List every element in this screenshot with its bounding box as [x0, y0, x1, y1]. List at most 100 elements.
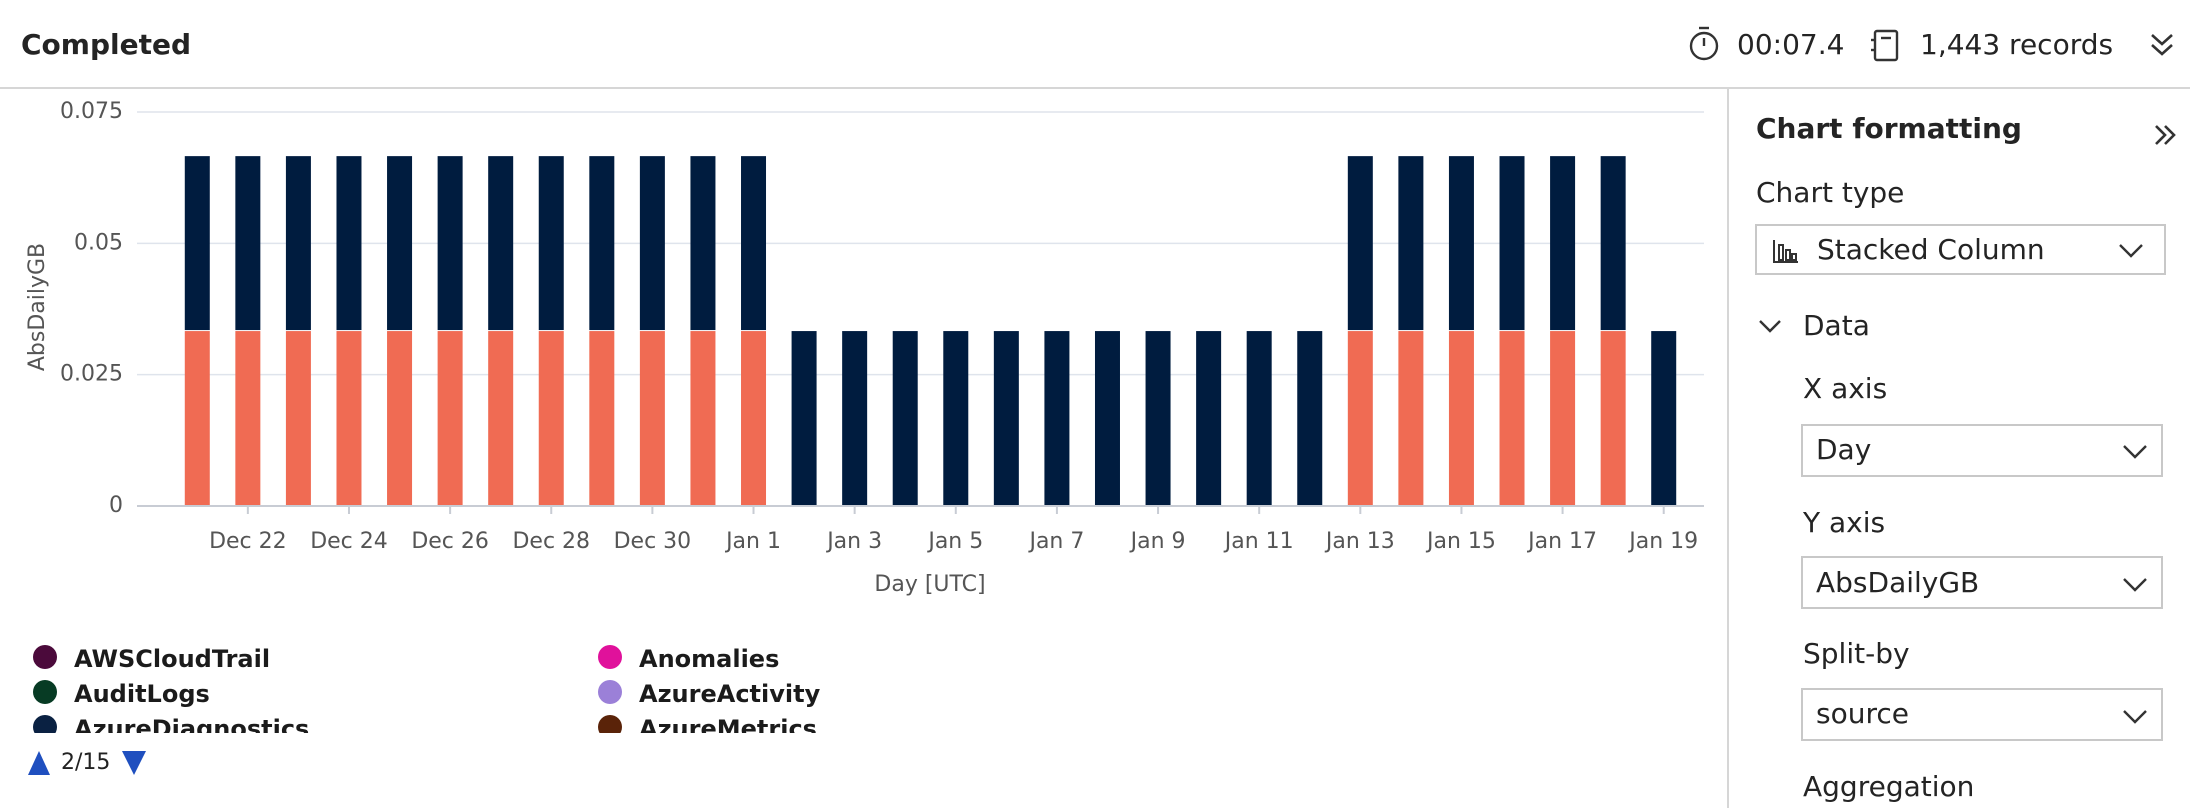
bar-segment [1499, 156, 1525, 331]
header [0, 0, 2190, 88]
bar-segment [690, 331, 716, 505]
bar-segment [690, 156, 716, 331]
y-tick-label: 0.075 [60, 99, 123, 124]
y-axis-title: AbsDailyGB [25, 243, 50, 371]
bar-segment [1398, 156, 1424, 331]
bar-segment [892, 331, 918, 505]
x-tick-label: Jan 17 [1526, 529, 1597, 554]
bar-segment [1297, 331, 1323, 505]
chart-type-dropdown[interactable] [1755, 224, 2166, 275]
bar-segment [1347, 331, 1373, 505]
legend-swatch [598, 680, 622, 704]
chevron [2123, 578, 2147, 592]
split-value: source [1816, 697, 1909, 730]
split-dropdown[interactable] [1801, 688, 2163, 741]
x-tick-label: Jan 3 [825, 529, 882, 554]
legend-swatch [598, 715, 622, 733]
legend-label: AWSCloudTrail [74, 645, 270, 673]
x-tick-label: Jan 11 [1223, 529, 1294, 554]
legend-swatch [33, 715, 57, 733]
collapse-button[interactable] [2155, 125, 2176, 145]
legend-next[interactable] [122, 751, 146, 775]
x-tick-label: Dec 22 [209, 529, 287, 554]
bar-segment [1145, 331, 1171, 505]
duration: 00:07.4 [1737, 28, 1844, 61]
bar-segment [235, 331, 261, 505]
legend-prev[interactable] [28, 751, 50, 775]
legend-label: AzureMetrics [639, 715, 817, 743]
bar-segment [589, 331, 615, 505]
legend-swatch [33, 680, 57, 704]
bar-segment [285, 156, 311, 331]
x-axis-value: Day [1816, 433, 1871, 466]
bar-segment [538, 331, 564, 505]
bar-segment [1600, 156, 1626, 331]
records-icon [1871, 29, 1899, 62]
x-tick-label: Jan 19 [1627, 529, 1698, 554]
chevron [2123, 445, 2147, 459]
bar-segment [943, 331, 969, 505]
expand-button[interactable] [2151, 34, 2173, 56]
legend-label: AzureActivity [639, 680, 821, 708]
bar-segment [639, 156, 665, 331]
bar-segment [1600, 331, 1626, 505]
bar-segment [538, 156, 564, 331]
bar-segment [993, 331, 1019, 505]
aggregation-label: Aggregation [1803, 770, 1974, 803]
bar-segment [1550, 331, 1576, 505]
chevron [2119, 244, 2143, 258]
bar-segment [1448, 156, 1474, 331]
bar-segment [1550, 156, 1576, 331]
bar-segment [488, 156, 514, 331]
bar-segment [1347, 156, 1373, 331]
panel-title: Chart formatting [1756, 112, 2022, 145]
bar-segment [741, 331, 767, 505]
legend-swatch [598, 645, 622, 669]
x-tick-label: Dec 24 [310, 529, 388, 554]
bar-segment [387, 331, 413, 505]
bar-segment [1499, 331, 1525, 505]
legend-label: AuditLogs [74, 680, 210, 708]
bar-segment [1448, 331, 1474, 505]
records: 1,443 records [1920, 28, 2113, 61]
bar-segment [639, 331, 665, 505]
bar-segment [1398, 331, 1424, 505]
y-tick-label: 0.025 [60, 362, 123, 387]
y-tick-label: 0 [109, 493, 123, 518]
x-tick-label: Dec 28 [512, 529, 590, 554]
bar-segment [387, 156, 413, 331]
bar-segment [741, 156, 767, 331]
x-tick-label: Jan 13 [1324, 529, 1395, 554]
section-title: Data [1803, 309, 1870, 342]
bar-segment [336, 331, 362, 505]
x-tick-label: Jan 5 [926, 529, 983, 554]
bar-segment [437, 331, 463, 505]
x-tick-label: Jan 1 [724, 529, 781, 554]
timer-icon [1689, 26, 1719, 61]
split-label: Split-by [1803, 637, 1910, 670]
x-tick-label: Jan 9 [1129, 529, 1186, 554]
bar-segment [285, 331, 311, 505]
x-axis-title: Day [UTC] [874, 572, 985, 597]
y-axis-dropdown[interactable] [1801, 556, 2163, 609]
x-axis-label: X axis [1803, 372, 1887, 405]
legend-label: Anomalies [639, 645, 779, 673]
bar-segment [437, 156, 463, 331]
bar-segment [184, 331, 210, 505]
y-axis-label: Y axis [1802, 506, 1885, 539]
status: Completed [21, 28, 191, 61]
bar-segment [1094, 331, 1120, 505]
y-tick-label: 0.05 [74, 230, 123, 255]
section-toggle[interactable] [1759, 320, 1781, 333]
bar-segment [589, 156, 615, 331]
legend-page: 2/15 [61, 750, 110, 775]
x-tick-label: Jan 15 [1425, 529, 1496, 554]
bar-segment [336, 156, 362, 331]
x-tick-label: Dec 26 [411, 529, 489, 554]
x-axis-dropdown[interactable] [1801, 424, 2163, 477]
bar-segment [488, 331, 514, 505]
x-tick-label: Jan 7 [1027, 529, 1084, 554]
legend: AWSCloudTrail Anomalies AuditLogs AzureActi… [33, 645, 821, 743]
bar-segment [791, 331, 817, 505]
